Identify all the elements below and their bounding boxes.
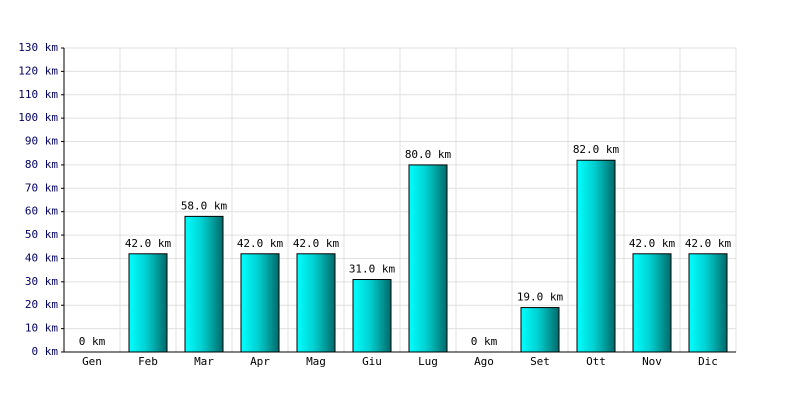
value-label: 31.0 km [349, 263, 396, 276]
y-tick-label: 30 km [25, 275, 58, 288]
bar [520, 307, 560, 353]
y-tick-label: 80 km [25, 158, 58, 171]
value-label: 0 km [79, 335, 106, 348]
y-tick-label: 120 km [18, 64, 58, 77]
bar [352, 279, 392, 353]
value-label: 58.0 km [181, 199, 228, 212]
value-label: 42.0 km [685, 237, 732, 250]
value-label: 80.0 km [405, 148, 452, 161]
value-label: 0 km [471, 335, 498, 348]
bar [632, 253, 672, 353]
y-tick-label: 10 km [25, 322, 58, 335]
y-tick-label: 90 km [25, 135, 58, 148]
value-label: 19.0 km [517, 291, 564, 304]
x-tick-label: Lug [418, 355, 438, 368]
y-tick-label: 0 km [32, 345, 59, 358]
x-tick-label: Feb [138, 355, 158, 368]
value-label: 42.0 km [293, 237, 340, 250]
bar [576, 159, 616, 353]
bar [128, 253, 168, 353]
bar [184, 215, 224, 353]
y-tick-label: 110 km [18, 88, 58, 101]
value-label: 82.0 km [573, 143, 620, 156]
x-tick-label: Set [530, 355, 550, 368]
value-label: 42.0 km [629, 237, 676, 250]
y-tick-label: 100 km [18, 111, 58, 124]
value-label: 42.0 km [125, 237, 172, 250]
x-tick-label: Mar [194, 355, 214, 368]
y-tick-label: 50 km [25, 228, 58, 241]
x-tick-label: Apr [250, 355, 270, 368]
y-tick-label: 40 km [25, 251, 58, 264]
bar [408, 164, 448, 353]
y-tick-label: 60 km [25, 205, 58, 218]
bar [240, 253, 280, 353]
x-tick-label: Ago [474, 355, 494, 368]
x-tick-label: Gen [82, 355, 102, 368]
y-tick-label: 70 km [25, 181, 58, 194]
x-tick-label: Ott [586, 355, 606, 368]
x-tick-label: Dic [698, 355, 718, 368]
y-tick-label: 130 km [18, 41, 58, 54]
value-label: 42.0 km [237, 237, 284, 250]
x-tick-label: Giu [362, 355, 382, 368]
bar [296, 253, 336, 353]
y-tick-label: 20 km [25, 298, 58, 311]
bar [688, 253, 728, 353]
x-tick-label: Mag [306, 355, 326, 368]
x-tick-label: Nov [642, 355, 662, 368]
